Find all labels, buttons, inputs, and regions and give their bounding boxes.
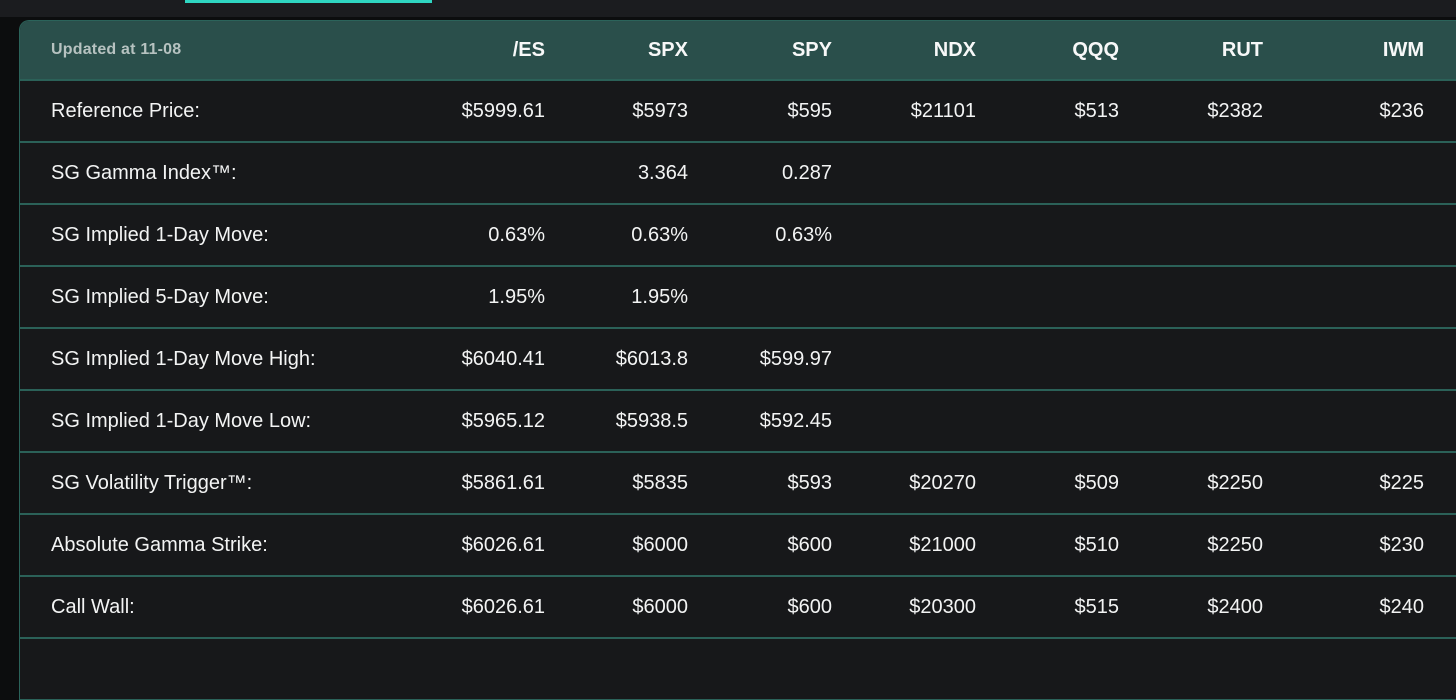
top-nav-strip bbox=[0, 0, 1456, 17]
table-cell: $2400 bbox=[1207, 595, 1263, 618]
table-row-sg-implied-1-day-move-high: SG Implied 1-Day Move High: $6040.41 $60… bbox=[20, 327, 1456, 389]
table-cell: $600 bbox=[787, 533, 833, 556]
table-cell: $2250 bbox=[1207, 533, 1263, 556]
table-cell: $6026.61 bbox=[461, 595, 545, 618]
updated-at-label: Updated at 11-08 bbox=[51, 41, 182, 58]
table-cell: $2382 bbox=[1207, 99, 1263, 122]
table-cell: $6040.41 bbox=[461, 347, 545, 370]
table-cell: $513 bbox=[1074, 99, 1120, 122]
column-header-iwm: IWM bbox=[1382, 38, 1424, 61]
table-cell: $595 bbox=[787, 99, 833, 122]
column-header-spx: SPX bbox=[647, 38, 688, 61]
column-header-qqq: QQQ bbox=[1072, 38, 1119, 61]
table-cell: $5835 bbox=[632, 471, 688, 494]
table-row-absolute-gamma-strike: Absolute Gamma Strike: $6026.61 $6000 $6… bbox=[20, 513, 1456, 575]
table-row-sg-volatility-trigger: SG Volatility Trigger™: $5861.61 $5835 $… bbox=[20, 451, 1456, 513]
table-cell: $20270 bbox=[909, 471, 976, 494]
table-row-sg-implied-5-day-move: SG Implied 5-Day Move: 1.95% 1.95% bbox=[20, 265, 1456, 327]
active-tab-indicator[interactable] bbox=[185, 0, 432, 3]
table-cell: $509 bbox=[1074, 471, 1120, 494]
table-cell: $20300 bbox=[909, 595, 976, 618]
table-cell: $6013.8 bbox=[615, 347, 688, 370]
table-cell: $230 bbox=[1379, 533, 1425, 556]
table-cell: $600 bbox=[787, 595, 833, 618]
table-cell: $21101 bbox=[910, 99, 976, 122]
table-cell: $5938.5 bbox=[615, 409, 688, 432]
table-header-row: Updated at 11-08 /ES SPX SPY NDX QQQ RUT… bbox=[20, 21, 1456, 79]
table-cell: $236 bbox=[1379, 99, 1425, 122]
table-row-reference-price: Reference Price: $5999.61 $5973 $595 $21… bbox=[20, 79, 1456, 141]
table-cell: $510 bbox=[1074, 533, 1120, 556]
row-label: SG Volatility Trigger™: bbox=[51, 471, 253, 494]
table-cell: $5861.61 bbox=[461, 471, 545, 494]
gamma-levels-table: Updated at 11-08 /ES SPX SPY NDX QQQ RUT… bbox=[19, 20, 1456, 700]
table-cell: $240 bbox=[1379, 595, 1425, 618]
column-header-spy: SPY bbox=[791, 38, 832, 61]
table-row-call-wall: Call Wall: $6026.61 $6000 $600 $20300 $5… bbox=[20, 575, 1456, 637]
table-cell: 1.95% bbox=[631, 285, 688, 308]
table-cell: $593 bbox=[787, 471, 833, 494]
row-label: Absolute Gamma Strike: bbox=[51, 533, 268, 556]
table-cell: 0.63% bbox=[488, 223, 545, 246]
table-row-sg-gamma-index: SG Gamma Index™: 3.364 0.287 bbox=[20, 141, 1456, 203]
row-label: SG Gamma Index™: bbox=[51, 161, 237, 184]
table-cell: $592.45 bbox=[759, 409, 832, 432]
column-header-rut: RUT bbox=[1221, 38, 1263, 61]
table-row-sg-implied-1-day-move-low: SG Implied 1-Day Move Low: $5965.12 $593… bbox=[20, 389, 1456, 451]
table-cell: $6000 bbox=[632, 533, 688, 556]
table-cell: 3.364 bbox=[637, 161, 688, 184]
table-cell: 0.287 bbox=[781, 161, 832, 184]
table-cell: $515 bbox=[1074, 595, 1120, 618]
table-cell: $6000 bbox=[632, 595, 688, 618]
table-cell: $5999.61 bbox=[461, 99, 545, 122]
row-label: SG Implied 5-Day Move: bbox=[51, 285, 269, 308]
table-cell: $2250 bbox=[1207, 471, 1263, 494]
table-cell: 1.95% bbox=[488, 285, 545, 308]
column-header-ndx: NDX bbox=[933, 38, 976, 61]
row-label: Call Wall: bbox=[51, 595, 135, 618]
table-cell: $599.97 bbox=[759, 347, 832, 370]
table-row-sg-implied-1-day-move: SG Implied 1-Day Move: 0.63% 0.63% 0.63% bbox=[20, 203, 1456, 265]
table-cell: $21000 bbox=[909, 533, 976, 556]
table-cell: $6026.61 bbox=[461, 533, 545, 556]
row-label: Reference Price: bbox=[51, 99, 200, 122]
table-cell: 0.63% bbox=[775, 223, 832, 246]
table-cell: $5973 bbox=[632, 99, 688, 122]
table-row-partial bbox=[20, 637, 1456, 699]
row-label: SG Implied 1-Day Move High: bbox=[51, 347, 316, 370]
row-label: SG Implied 1-Day Move: bbox=[51, 223, 269, 246]
row-label: SG Implied 1-Day Move Low: bbox=[51, 409, 312, 432]
column-header-es: /ES bbox=[512, 38, 545, 61]
table-cell: $225 bbox=[1379, 471, 1425, 494]
table-cell: 0.63% bbox=[631, 223, 688, 246]
table-cell: $5965.12 bbox=[461, 409, 545, 432]
